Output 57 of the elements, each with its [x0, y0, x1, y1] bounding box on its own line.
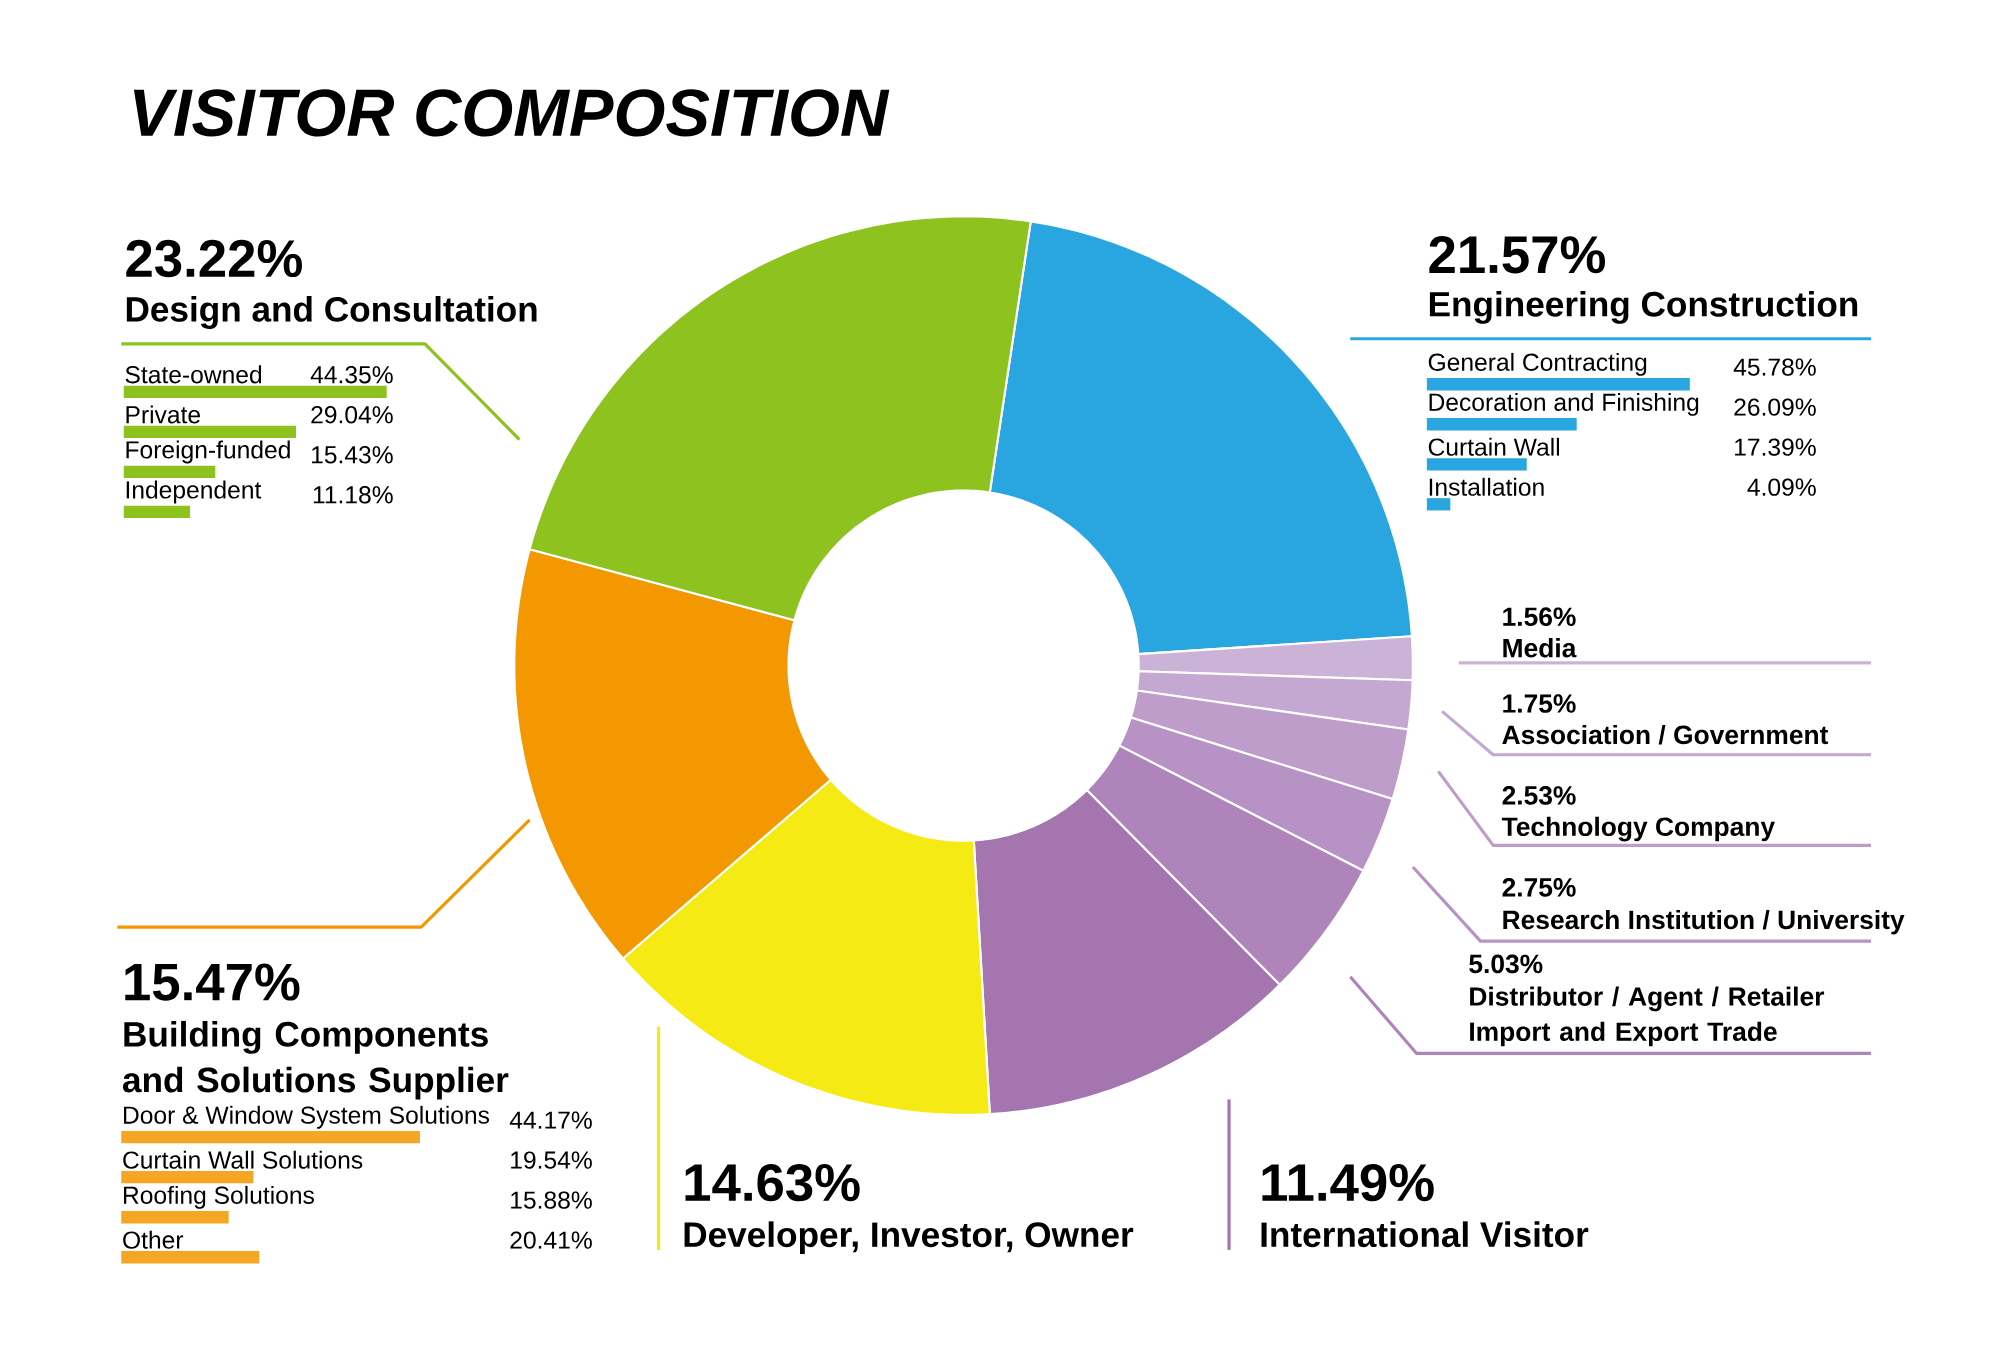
data-label: 19.54%	[511, 1151, 592, 1169]
data-label: 14.63%	[685, 1163, 860, 1202]
y-tick-label: Roofing Solutions	[124, 1185, 314, 1209]
bar	[1426, 458, 1527, 471]
slice-label: Engineering Construction	[1429, 290, 1858, 324]
data-label: 44.17%	[509, 1111, 592, 1129]
data-label: 4.09%	[1747, 478, 1816, 496]
y-tick-label: Decoration and Finishing	[1429, 392, 1699, 416]
slice-label: Developer, Investor, Owner	[684, 1221, 1134, 1255]
slice-label: Association / Government	[1502, 724, 1829, 745]
bar	[121, 1211, 229, 1224]
y-tick-label: Door & Window System Solutions	[124, 1105, 490, 1129]
bar	[1426, 378, 1690, 391]
data-label: 26.09%	[1734, 398, 1816, 416]
data-label: 29.04%	[311, 406, 393, 424]
data-label: 23.22%	[126, 239, 302, 278]
slice-label: Media	[1503, 638, 1577, 658]
data-label: 45.78%	[1733, 358, 1816, 376]
bar	[121, 1251, 260, 1264]
y-tick-label: State-owned	[125, 365, 262, 384]
data-label: 11.49%	[1262, 1163, 1434, 1202]
data-label: 5.03%	[1469, 954, 1543, 974]
data-label: 15.47%	[125, 963, 300, 1001]
data-label: 15.43%	[312, 446, 393, 464]
data-label: 44.35%	[310, 366, 393, 384]
slice-label: Design and Consultation	[126, 295, 537, 329]
bar	[1426, 418, 1577, 431]
data-label: 11.18%	[313, 486, 393, 504]
y-tick-label: Other	[123, 1230, 184, 1249]
slice-label: Research Institution / University	[1503, 909, 1905, 935]
slice-label: Technology Company	[1501, 816, 1775, 842]
y-tick-label: Independent	[126, 480, 262, 504]
y-tick-label: Foreign-funded	[126, 440, 290, 464]
chart-title: VISITOR COMPOSITION	[133, 89, 890, 137]
data-label: 1.56%	[1503, 607, 1576, 627]
data-label: 15.88%	[511, 1191, 592, 1209]
y-tick-label: Curtain Wall	[1428, 437, 1560, 456]
bar	[123, 425, 296, 439]
slice-label: Building Components and Solutions Supplier	[123, 1020, 509, 1100]
bar	[121, 1131, 420, 1144]
bar	[1426, 498, 1451, 511]
data-label: 20.41%	[510, 1231, 592, 1249]
y-tick-label: Installation	[1429, 477, 1544, 496]
slice-label: Distributor / Agent / Retailer Import and Export Trade	[1470, 986, 1825, 1047]
data-label: 17.39%	[1735, 438, 1816, 456]
bar	[123, 385, 387, 398]
data-label: 2.75%	[1502, 878, 1576, 897]
slice-label: International Visitor	[1261, 1221, 1589, 1248]
data-label: 2.53%	[1502, 786, 1576, 805]
data-label: 1.75%	[1503, 694, 1576, 713]
bar	[123, 505, 191, 519]
data-label: 21.57%	[1429, 236, 1606, 274]
bar	[121, 1171, 254, 1184]
y-tick-label: Curtain Wall Solutions	[123, 1150, 363, 1169]
y-tick-label: Private	[126, 405, 200, 424]
y-tick-label: General Contracting	[1428, 352, 1647, 376]
bar	[123, 465, 216, 479]
